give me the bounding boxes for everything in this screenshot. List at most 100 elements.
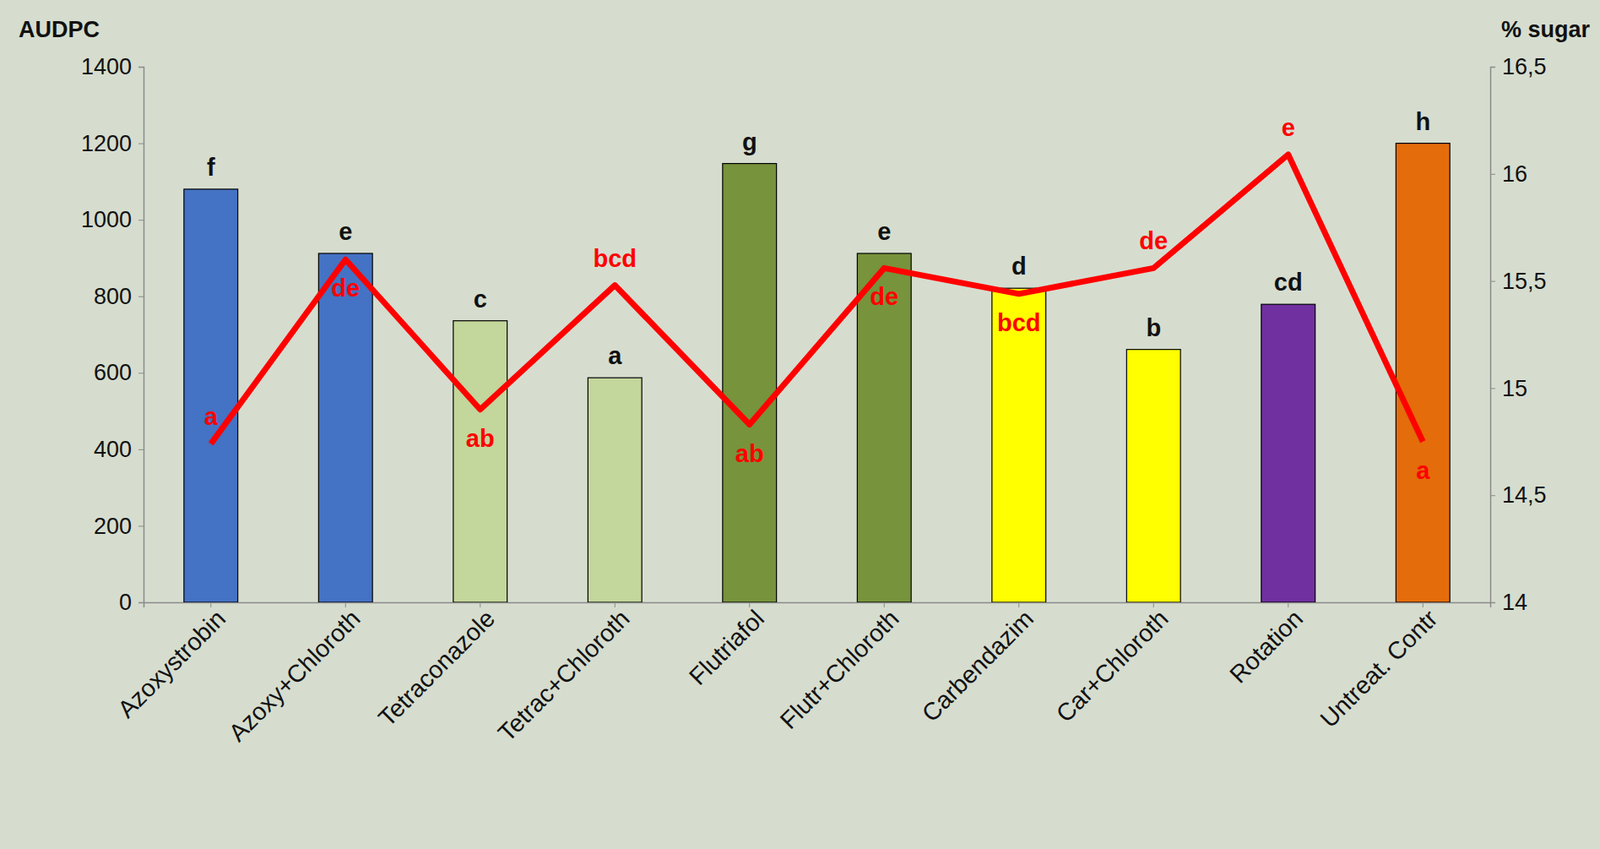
- y2-axis: 14 14,5 15 15,5 16 16,5: [1490, 54, 1547, 615]
- tick-mark: [1490, 387, 1496, 389]
- y2-axis-title: % sugar: [1501, 16, 1591, 43]
- plot: 02004006008001000120014001414,51515,5161…: [81, 54, 1547, 747]
- significance-letter: e: [877, 217, 891, 245]
- tick-label: 600: [93, 359, 132, 386]
- tick-mark: [138, 449, 144, 451]
- tick-label: 200: [93, 513, 132, 539]
- tick: 16,5: [1490, 54, 1547, 80]
- tick-mark: [1490, 66, 1496, 68]
- tick-mark: [138, 219, 144, 221]
- significance-letter: de: [330, 274, 360, 302]
- significance-letter: b: [1145, 314, 1161, 342]
- category-label: Flutriafol: [683, 604, 770, 690]
- tick: 1000: [81, 206, 144, 233]
- tick-mark: [1490, 494, 1496, 496]
- category-label: Azoxy+Chloroth: [223, 604, 366, 747]
- tick: 15: [1490, 375, 1528, 402]
- significance-letter: bcd: [997, 309, 1042, 337]
- significance-letter: ab: [735, 439, 765, 467]
- tick-mark: [138, 66, 144, 68]
- significance-letter: h: [1415, 108, 1431, 136]
- y-axis-line: [138, 67, 145, 603]
- significance-letter: a: [1415, 456, 1431, 484]
- tick: 1400: [81, 54, 144, 80]
- tick-label: 1200: [81, 130, 132, 157]
- significance-letter: d: [1011, 252, 1027, 280]
- significance-letter: de: [1138, 227, 1168, 255]
- tick: 400: [93, 436, 144, 462]
- y-axis-title: AUDPC: [18, 16, 100, 43]
- tick-label: 800: [93, 283, 132, 310]
- bar: [856, 253, 912, 603]
- tick: Azoxy+Chloroth: [223, 602, 366, 747]
- tick: 14,5: [1490, 482, 1547, 508]
- tick: Carbendazim: [916, 602, 1040, 727]
- tick-label: 400: [93, 436, 132, 462]
- tick: Tetraconazole: [373, 602, 500, 732]
- bar: [992, 287, 1047, 603]
- category-label: Flutr+Chloroth: [775, 604, 905, 734]
- significance-letter: a: [607, 341, 623, 369]
- tick: 0: [119, 589, 144, 615]
- tick-label: 16,5: [1502, 54, 1547, 80]
- marks: [184, 143, 1450, 603]
- tick: Flutriafol: [683, 602, 770, 690]
- tick: Tetrac+Chloroth: [493, 602, 635, 747]
- y2-axis-line: [1491, 67, 1497, 603]
- tick-label: 15,5: [1502, 268, 1547, 294]
- bar: [318, 253, 373, 603]
- significance-letter: bcd: [592, 244, 637, 272]
- bar: [1126, 349, 1181, 603]
- bar: [184, 189, 239, 603]
- significance-letter: f: [206, 153, 216, 181]
- tick-label: 16: [1502, 161, 1528, 187]
- tick: Azoxystrobin: [112, 602, 231, 723]
- category-label: Car+Chloroth: [1051, 604, 1174, 727]
- category-label: Untreat. Contr: [1314, 604, 1443, 733]
- significance-letter: g: [742, 128, 758, 156]
- tick-label: 14: [1502, 589, 1528, 615]
- tick: 15,5: [1490, 268, 1547, 294]
- tick: Car+Chloroth: [1051, 602, 1174, 727]
- significance-letter: e: [1281, 113, 1296, 142]
- category-label: Carbendazim: [916, 604, 1040, 727]
- bar: [722, 163, 777, 603]
- tick: Flutr+Chloroth: [775, 602, 905, 734]
- significance-letter: ab: [466, 424, 495, 452]
- category-label: Rotation: [1224, 604, 1308, 689]
- chart: 02004006008001000120014001414,51515,5161…: [0, 0, 1600, 849]
- bar: [1395, 143, 1450, 603]
- significance-letter: c: [473, 285, 488, 313]
- tick-label: 1000: [81, 206, 132, 233]
- bar: [587, 377, 642, 603]
- tick-mark: [138, 296, 144, 298]
- tick-label: 15: [1502, 375, 1528, 402]
- bar: [1261, 303, 1316, 603]
- tick-mark: [1490, 173, 1496, 175]
- tick: 200: [93, 513, 144, 539]
- tick: 16: [1490, 161, 1528, 187]
- tick-mark: [1490, 281, 1496, 283]
- letters: fecagedbcdhadeabbcdabdebcddeea: [204, 108, 1432, 484]
- tick: 1200: [81, 130, 144, 157]
- category-label: Tetraconazole: [373, 604, 500, 732]
- tick: Rotation: [1224, 602, 1308, 689]
- line: [211, 154, 1424, 444]
- tick-label: 1400: [81, 54, 132, 80]
- tick-mark: [138, 525, 144, 527]
- tick-mark: [138, 602, 144, 603]
- category-label: Tetrac+Chloroth: [493, 604, 635, 747]
- tick: Untreat. Contr: [1314, 602, 1443, 733]
- background: [0, 0, 1600, 849]
- tick-label: 14,5: [1502, 482, 1547, 508]
- significance-letter: cd: [1274, 268, 1303, 296]
- tick: 14: [1490, 589, 1528, 615]
- tick-mark: [138, 143, 144, 145]
- x-axis: AzoxystrobinAzoxy+ChlorothTetraconazoleT…: [112, 602, 1491, 747]
- significance-letter: e: [338, 217, 353, 245]
- tick-mark: [138, 372, 144, 374]
- tick: 600: [93, 359, 144, 386]
- category-label: Azoxystrobin: [112, 604, 231, 723]
- tick: 800: [93, 283, 144, 310]
- significance-letter: a: [204, 402, 219, 430]
